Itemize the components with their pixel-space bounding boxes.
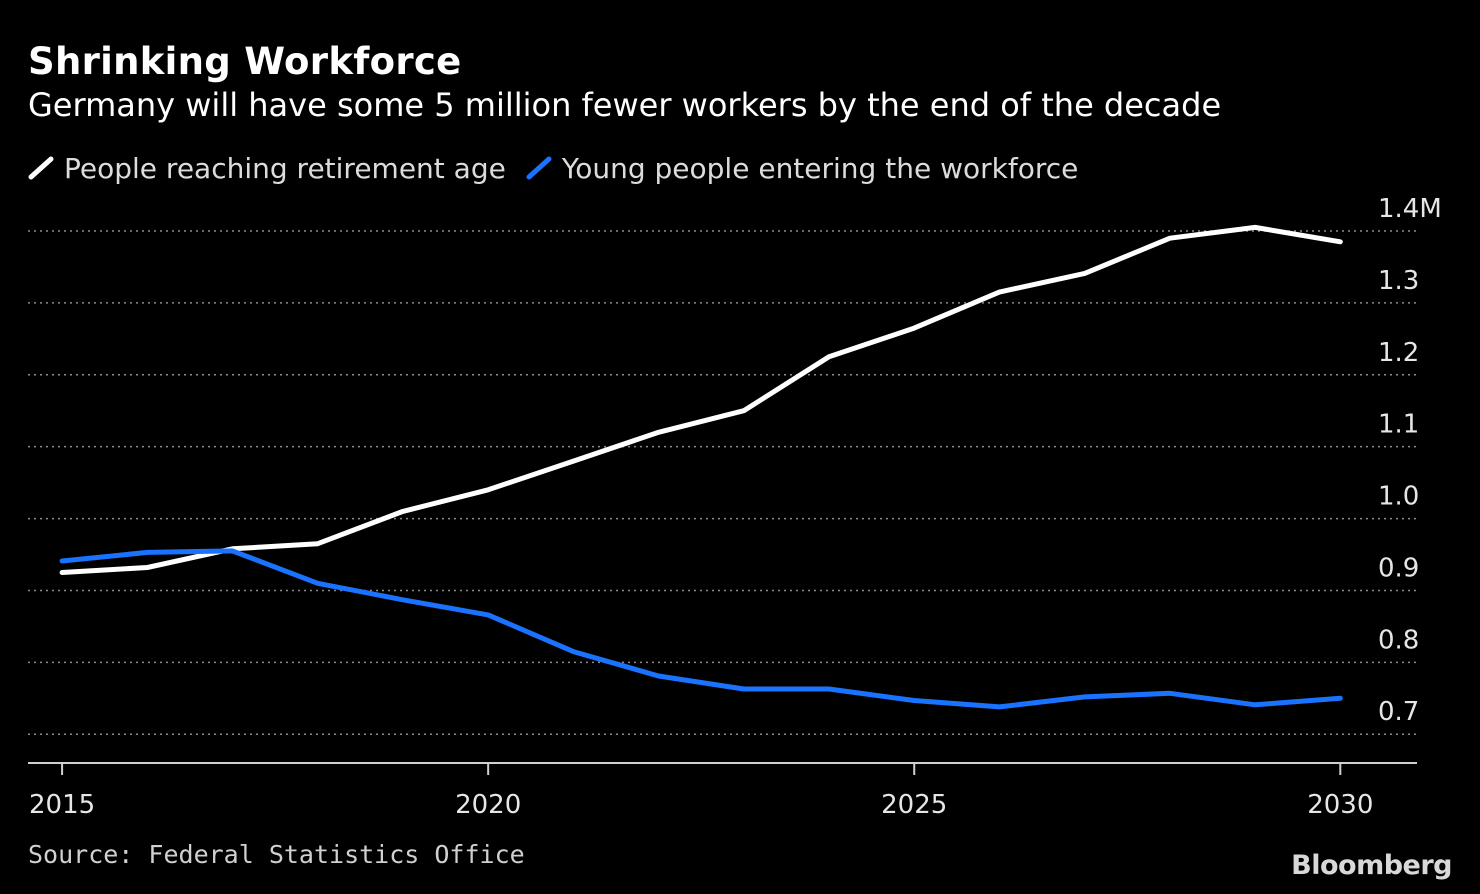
y-tick-label: 1.1	[1378, 410, 1419, 440]
y-tick-label: 1.4M	[1378, 194, 1442, 224]
y-tick-label: 1.0	[1378, 482, 1419, 512]
x-tick-label: 2020	[455, 790, 521, 820]
series-line-retirement	[59, 224, 1343, 575]
legend: People reaching retirement age Young peo…	[28, 150, 1098, 186]
bloomberg-logo: Bloomberg	[1291, 850, 1452, 881]
legend-swatch-blue	[526, 156, 552, 180]
legend-item-young: Young people entering the workforce	[526, 151, 1079, 185]
x-tick-label: 2015	[29, 790, 95, 820]
y-tick-label: 1.2	[1378, 338, 1419, 368]
legend-label-young: Young people entering the workforce	[561, 151, 1079, 185]
series-line-young-workers	[59, 548, 1343, 710]
legend-item-retirement: People reaching retirement age	[28, 152, 506, 185]
chart-subtitle: Germany will have some 5 million fewer w…	[28, 86, 1222, 124]
y-tick-label: 0.8	[1378, 625, 1419, 655]
legend-label-retirement: People reaching retirement age	[64, 151, 506, 185]
y-tick-label: 0.7	[1378, 697, 1419, 727]
x-tick-label: 2030	[1307, 790, 1373, 820]
legend-swatch-white	[28, 156, 54, 180]
source-note: Source: Federal Statistics Office	[28, 840, 525, 869]
y-tick-label: 1.3	[1378, 266, 1419, 296]
chart-title: Shrinking Workforce	[28, 40, 462, 83]
y-tick-label: 0.9	[1378, 553, 1419, 583]
x-tick-label: 2025	[881, 790, 947, 820]
